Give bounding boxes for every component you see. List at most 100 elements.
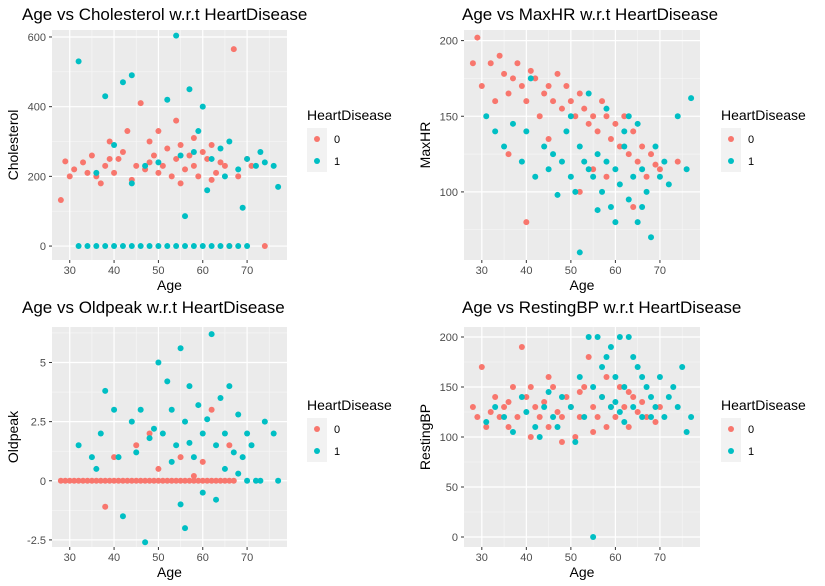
data-point-series-1 — [683, 166, 690, 173]
data-point-series-1 — [581, 414, 588, 420]
data-point-series-1 — [190, 243, 197, 250]
data-point-series-0 — [106, 477, 113, 484]
data-point-series-1 — [168, 406, 175, 413]
data-point-series-1 — [661, 158, 668, 165]
data-point-series-0 — [213, 477, 220, 484]
legend-label: 1 — [334, 446, 340, 458]
legend: HeartDisease 0 1 — [307, 107, 392, 172]
data-point-series-1 — [688, 414, 695, 420]
data-point-series-0 — [492, 394, 499, 400]
data-point-series-1 — [492, 404, 499, 410]
legend: HeartDisease 0 1 — [721, 107, 806, 172]
x-axis-label: Age — [570, 564, 595, 580]
data-point-series-0 — [102, 503, 109, 510]
data-point-series-0 — [208, 477, 215, 484]
data-point-series-1 — [177, 345, 184, 352]
data-point-series-0 — [501, 70, 508, 77]
data-point-series-1 — [102, 387, 109, 394]
x-axis-label: Age — [570, 277, 595, 293]
data-point-series-1 — [84, 243, 91, 250]
data-point-series-0 — [199, 477, 206, 484]
x-tick-label: 60 — [197, 265, 209, 277]
data-point-series-0 — [66, 173, 73, 180]
y-tick-label: 150 — [440, 382, 458, 394]
data-point-series-1 — [182, 525, 189, 532]
data-point-series-0 — [119, 148, 126, 155]
data-point-series-1 — [168, 458, 175, 465]
data-point-series-1 — [217, 243, 224, 250]
data-point-series-0 — [106, 138, 113, 145]
data-point-series-0 — [514, 414, 521, 420]
data-point-series-1 — [590, 173, 597, 180]
data-point-series-1 — [97, 430, 104, 437]
data-point-series-1 — [550, 151, 557, 158]
y-tick-label: 2.5 — [31, 417, 46, 429]
data-point-series-0 — [656, 166, 663, 173]
data-point-series-1 — [204, 187, 211, 194]
data-point-series-0 — [541, 90, 548, 97]
data-point-series-1 — [630, 404, 637, 410]
data-point-series-0 — [572, 434, 579, 440]
data-point-series-1 — [567, 173, 574, 180]
data-point-series-0 — [550, 384, 557, 390]
data-point-series-1 — [111, 142, 118, 148]
data-point-series-0 — [536, 414, 543, 420]
data-point-series-0 — [541, 399, 548, 405]
data-point-series-1 — [275, 183, 282, 190]
data-point-series-0 — [230, 46, 237, 53]
data-point-series-1 — [634, 364, 641, 370]
data-point-series-0 — [217, 477, 224, 484]
data-point-series-1 — [208, 243, 215, 250]
data-point-series-1 — [213, 442, 220, 449]
data-point-series-0 — [80, 159, 87, 166]
data-point-series-0 — [195, 477, 202, 484]
data-point-series-0 — [474, 414, 481, 420]
data-point-series-1 — [674, 404, 681, 410]
data-point-series-1 — [576, 249, 583, 256]
legend-title: HeartDisease — [307, 107, 392, 123]
data-point-series-1 — [239, 454, 246, 461]
data-point-series-1 — [230, 449, 237, 456]
y-tick-label: 200 — [28, 171, 46, 183]
data-point-series-0 — [115, 477, 122, 484]
data-point-series-1 — [652, 404, 659, 410]
data-point-series-1 — [239, 204, 246, 211]
data-point-series-0 — [182, 477, 189, 484]
data-point-series-1 — [226, 243, 233, 250]
data-point-series-0 — [599, 98, 606, 105]
y-axis-label: Cholesterol — [5, 110, 21, 181]
data-point-series-1 — [590, 534, 597, 540]
data-point-series-1 — [639, 204, 646, 211]
y-axis-label: RestingBP — [417, 404, 433, 470]
data-point-series-1 — [186, 383, 193, 390]
data-point-series-0 — [487, 60, 494, 67]
data-point-series-1 — [541, 143, 548, 150]
data-point-series-1 — [208, 155, 215, 162]
data-point-series-0 — [195, 173, 202, 180]
data-point-series-1 — [612, 166, 619, 173]
data-point-series-1 — [616, 181, 623, 188]
data-point-series-1 — [195, 128, 202, 135]
y-tick-label: 400 — [28, 102, 46, 114]
data-point-series-1 — [221, 465, 228, 472]
x-tick-label: 70 — [241, 265, 253, 277]
data-point-series-0 — [590, 404, 597, 410]
data-point-series-1 — [150, 425, 157, 432]
data-point-series-1 — [603, 105, 610, 112]
data-point-series-0 — [603, 173, 610, 180]
data-point-series-0 — [146, 477, 153, 484]
data-point-series-1 — [115, 454, 122, 461]
data-point-series-1 — [128, 243, 135, 250]
chart-title: Age vs MaxHR w.r.t HeartDisease — [462, 5, 718, 24]
data-point-series-1 — [607, 344, 614, 350]
data-point-series-0 — [554, 409, 561, 415]
legend-marker-0 — [314, 426, 320, 432]
data-point-series-0 — [612, 120, 619, 127]
data-point-series-1 — [119, 79, 126, 86]
y-tick-label: 5 — [40, 357, 46, 369]
data-point-series-0 — [57, 197, 64, 204]
data-point-series-0 — [177, 142, 184, 148]
data-point-series-0 — [155, 128, 162, 135]
data-point-series-1 — [88, 454, 95, 461]
data-point-series-1 — [585, 90, 592, 97]
